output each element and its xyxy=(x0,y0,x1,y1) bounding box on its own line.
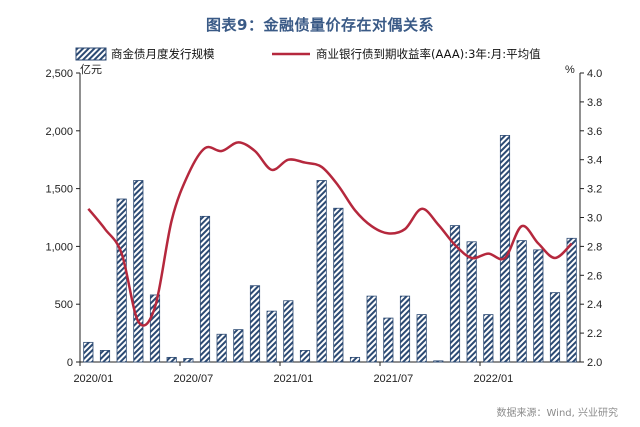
right-tick-label: 3.8 xyxy=(587,97,602,109)
right-tick-label: 2.6 xyxy=(587,270,602,282)
bar xyxy=(533,249,544,363)
bar xyxy=(416,314,427,363)
x-tick-label: 2020/07 xyxy=(173,373,213,385)
bars xyxy=(83,135,577,363)
bar xyxy=(133,180,144,363)
bar xyxy=(99,350,111,363)
bar xyxy=(249,285,261,363)
left-tick-label: 500 xyxy=(55,299,73,311)
bar xyxy=(349,356,361,363)
bar xyxy=(383,317,394,363)
left-tick-label: 1,000 xyxy=(45,241,73,253)
bar xyxy=(566,237,577,363)
bar xyxy=(233,329,244,363)
right-tick-label: 3.4 xyxy=(587,155,602,167)
right-tick-label: 3.2 xyxy=(587,184,602,196)
bar xyxy=(299,350,311,363)
left-tick-label: 0 xyxy=(67,357,73,369)
bar xyxy=(549,292,561,363)
x-tick-label: 2020/01 xyxy=(73,373,113,385)
x-tick-label: 2021/07 xyxy=(373,373,413,385)
x-tick-label: 2022/01 xyxy=(473,373,513,385)
chart-title: 图表9：金融债量价存在对偶关系 xyxy=(206,16,434,34)
bar xyxy=(466,241,477,363)
bar xyxy=(499,135,511,363)
bar xyxy=(216,333,227,363)
bar xyxy=(183,358,194,363)
right-tick-label: 3.0 xyxy=(587,213,602,225)
right-tick-label: 2.4 xyxy=(587,299,602,311)
bar xyxy=(83,341,94,363)
source-note: 数据来源：Wind, 兴业研究 xyxy=(496,408,619,419)
right-axis-unit: % xyxy=(565,64,575,76)
bar xyxy=(199,215,211,363)
bar xyxy=(516,240,527,363)
bar xyxy=(166,356,177,363)
bar xyxy=(449,225,461,363)
x-tick-label: 2021/01 xyxy=(273,373,313,385)
left-axis-unit: 亿元 xyxy=(80,63,102,76)
right-tick-label: 4.0 xyxy=(587,68,602,80)
left-tick-label: 2,500 xyxy=(45,68,73,80)
bar xyxy=(483,314,494,363)
bar xyxy=(333,207,344,363)
bar xyxy=(399,295,411,363)
legend-bar-swatch xyxy=(75,47,107,61)
right-tick-label: 3.6 xyxy=(587,126,602,138)
axes: 0 500 1,000 1,500 2,000 2,500 2.0 2.2 2.4 2.6 2.8 3… xyxy=(45,68,602,385)
bar xyxy=(149,294,161,363)
right-tick-label: 2.8 xyxy=(587,241,602,253)
left-tick-label: 1,500 xyxy=(45,184,73,196)
right-tick-label: 2.2 xyxy=(587,328,602,340)
left-tick-label: 2,000 xyxy=(45,126,73,138)
yield-line xyxy=(87,141,573,327)
bar xyxy=(116,198,127,363)
bar xyxy=(366,295,377,363)
right-tick-label: 2.0 xyxy=(587,357,602,369)
legend-line-label: 商业银行债到期收益率(AAA):3年:月:平均值 xyxy=(316,47,541,61)
bar xyxy=(283,300,294,363)
yield-line-path xyxy=(87,141,573,327)
legend-bar-label: 商金债月度发行规模 xyxy=(111,47,215,61)
bar xyxy=(266,310,277,363)
bar xyxy=(316,180,327,363)
bar xyxy=(433,360,444,363)
